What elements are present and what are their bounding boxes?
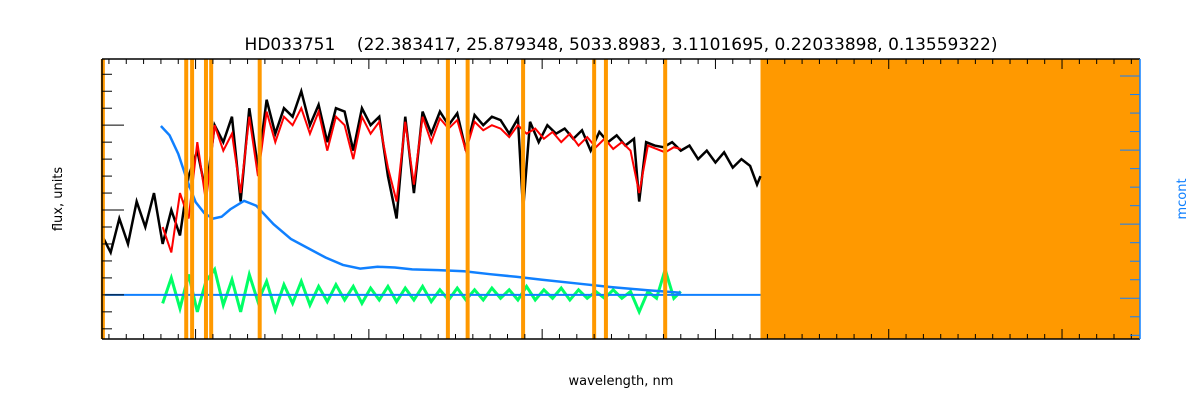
masked-line: [603, 59, 608, 339]
masked-line: [190, 59, 195, 339]
masked-line: [663, 59, 668, 339]
masked-line: [257, 59, 262, 339]
y2-axis-label: mcont: [1175, 178, 1190, 219]
masked-region: [760, 59, 1140, 339]
model-flux-line: [161, 105, 682, 253]
masked-line: [184, 59, 189, 339]
masked-line: [100, 59, 105, 339]
masked-line: [445, 59, 450, 339]
masked-line: [209, 59, 214, 339]
y-axis-label: flux, units: [51, 167, 66, 232]
plot-area: [100, 58, 1141, 340]
mcont-line: [160, 125, 681, 294]
masked-line: [521, 59, 526, 339]
x-axis-label: wavelength, nm: [569, 374, 674, 389]
masked-line: [592, 59, 597, 339]
masked-line: [203, 59, 208, 339]
residual-line: [161, 264, 682, 316]
chart-title: HD033751 (22.383417, 25.879348, 5033.898…: [245, 35, 998, 55]
masked-line: [465, 59, 470, 339]
